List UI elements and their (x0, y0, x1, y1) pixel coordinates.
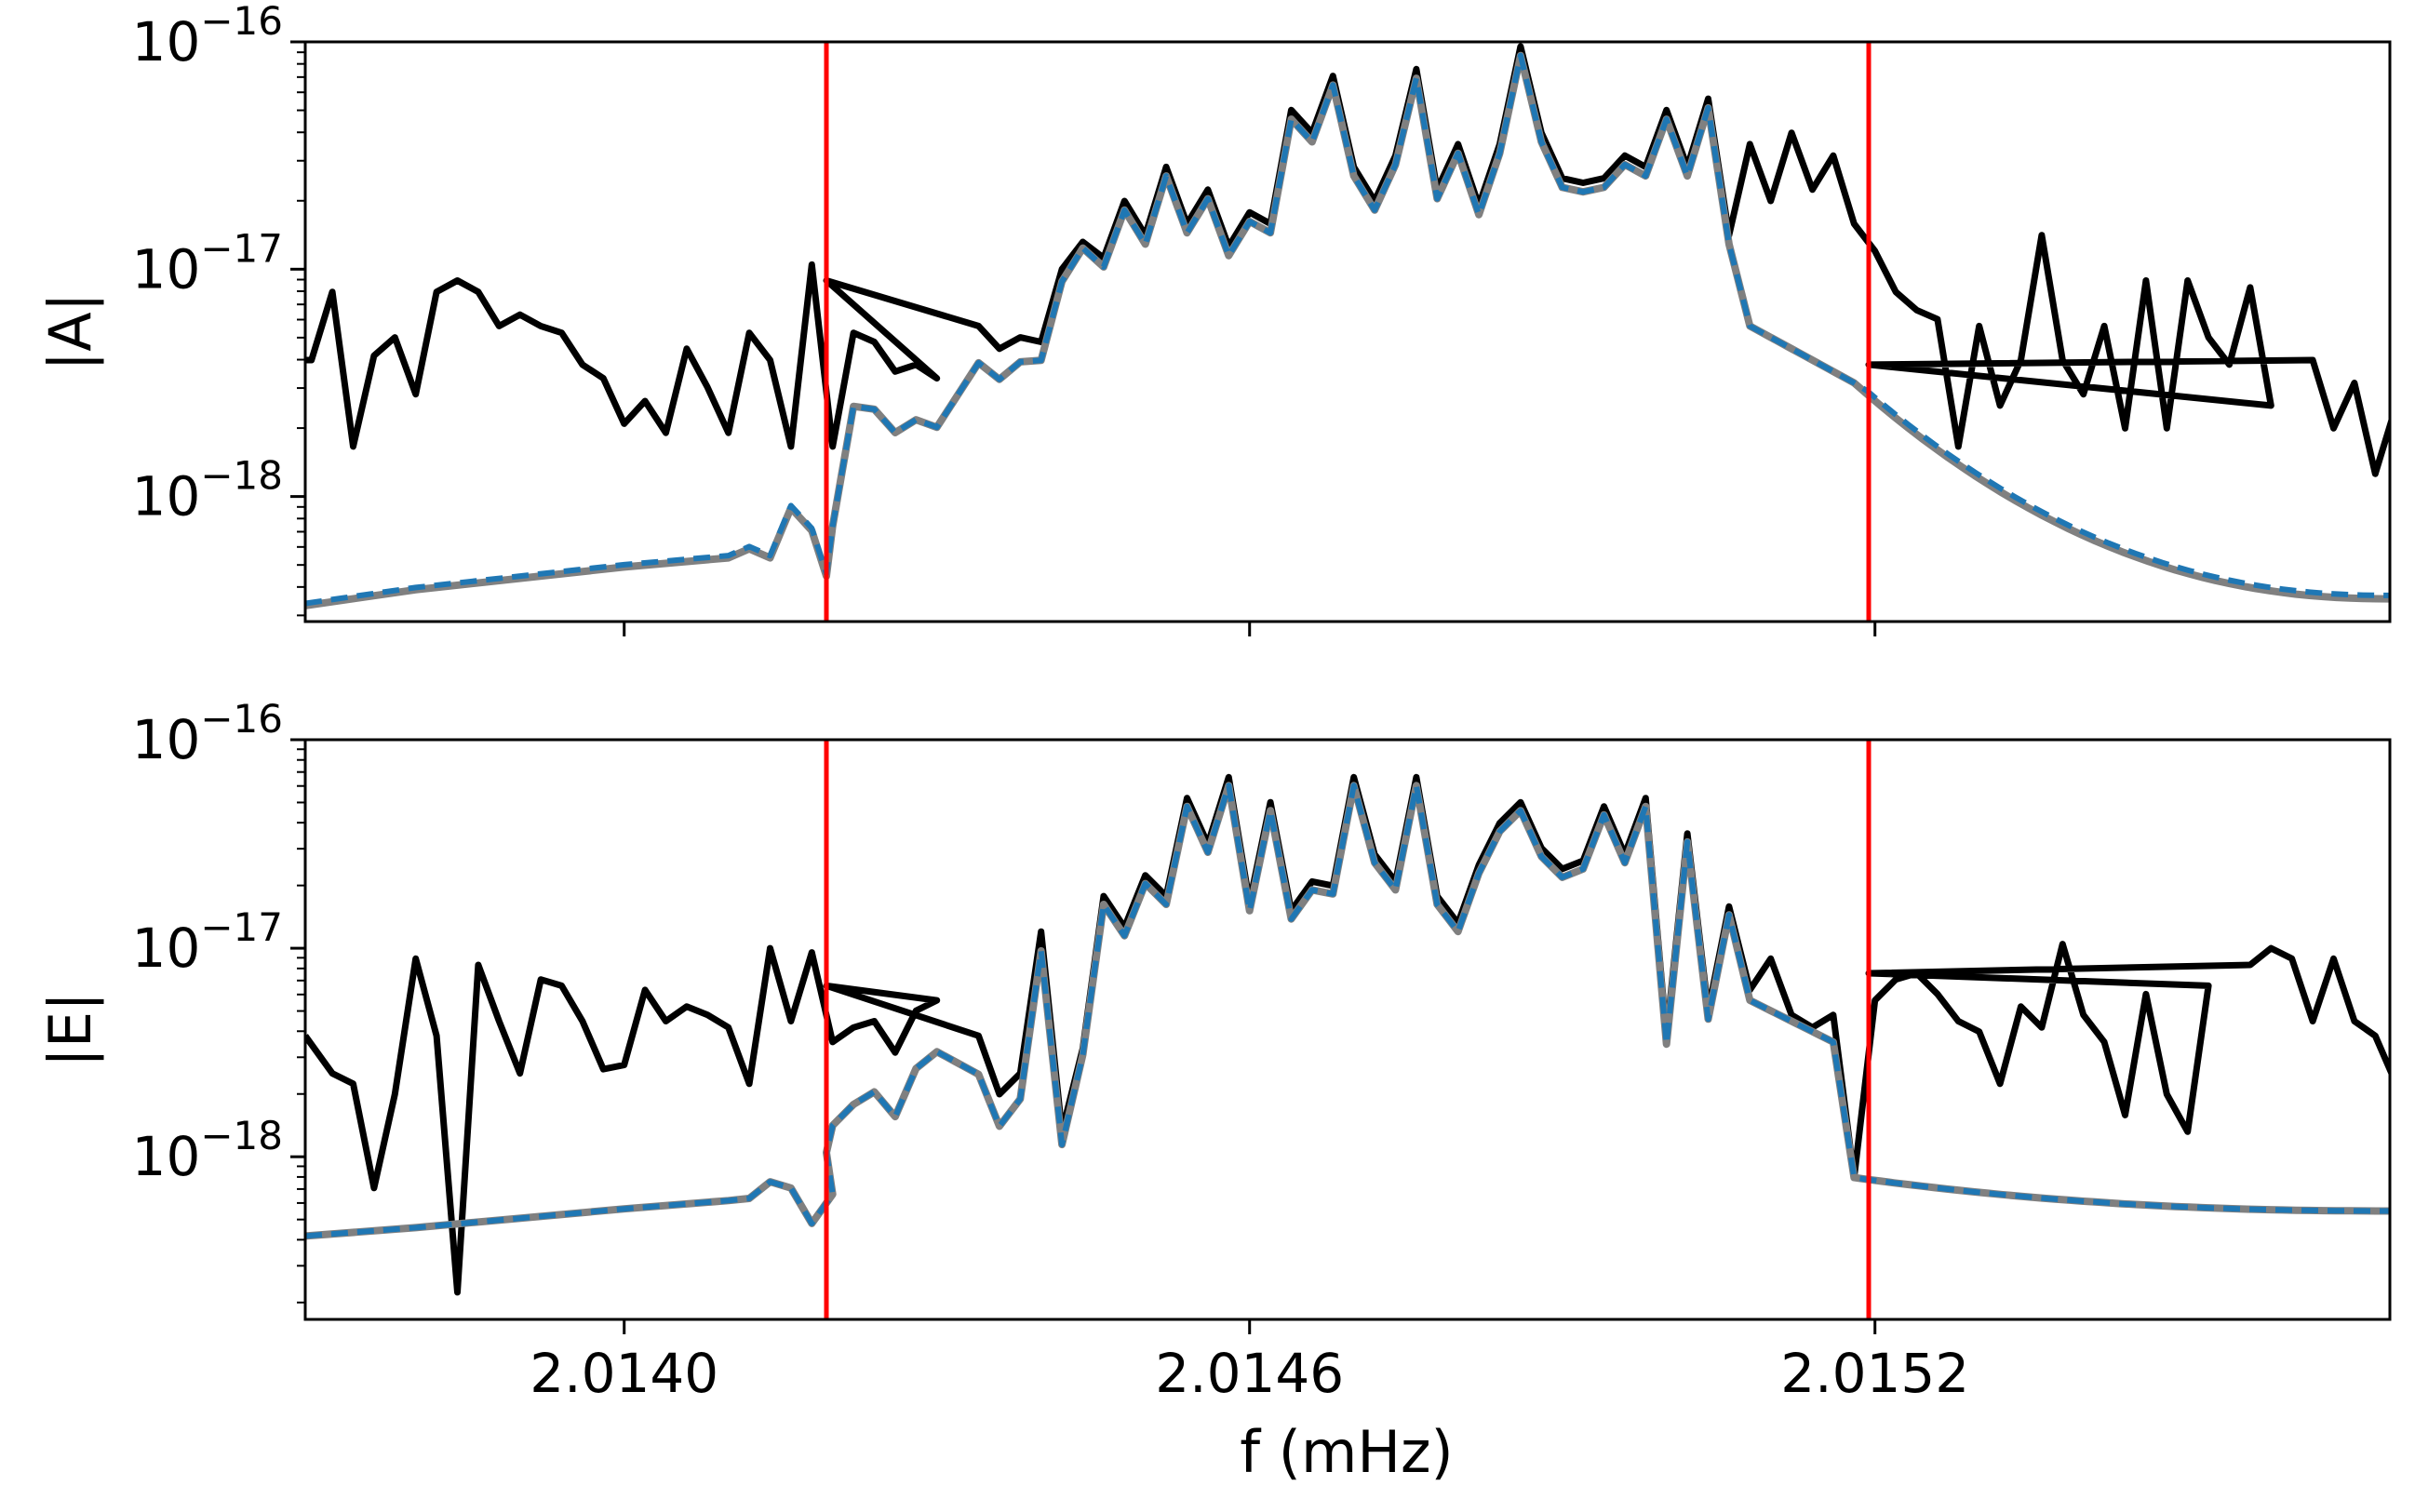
x-tick-label: 2.0140 (530, 1342, 718, 1405)
y-axis-label: |A| (36, 292, 105, 370)
plot-frame (303, 40, 2392, 623)
y-axis-label: |E| (36, 992, 105, 1067)
y-tick-label: 10−17 (132, 225, 283, 301)
series-model-true (305, 782, 2390, 1240)
series-data (305, 43, 2390, 477)
plot-area (305, 740, 2390, 1319)
series-model-recovered (305, 783, 2390, 1239)
series-data (305, 773, 2390, 1296)
plot-area (305, 42, 2390, 622)
x-tick-label: 2.0152 (1780, 1342, 1969, 1405)
panel-A: 10−16 10−17 10−18 |A| (36, 0, 2392, 636)
x-axis-label: f (mHz) (1240, 1418, 1453, 1486)
y-tick-label: 10−16 (132, 696, 283, 771)
y-tick-label: 10−18 (132, 1113, 283, 1188)
series-model-recovered (305, 52, 2390, 607)
plot-frame (303, 738, 2392, 1321)
panel-E: 10−16 10−17 10−18 |E| 2.0140 2.0146 2.0152 (36, 696, 2392, 1405)
y-tick-label: 10−17 (132, 904, 283, 980)
x-tick-label: 2.0146 (1155, 1342, 1344, 1405)
y-tick-label: 10−16 (132, 0, 283, 74)
y-tick-label: 10−18 (132, 453, 283, 529)
